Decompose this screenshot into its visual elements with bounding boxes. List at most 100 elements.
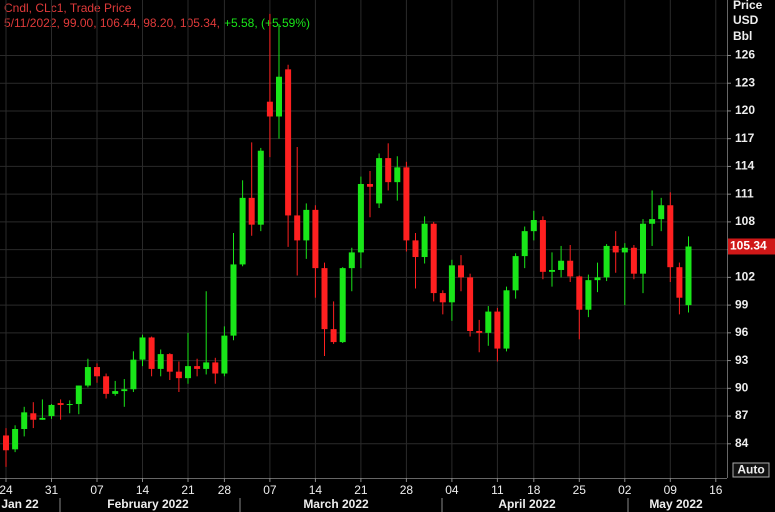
candle-body: [357, 183, 364, 253]
candle-body: [521, 231, 528, 257]
candle-body: [84, 367, 91, 386]
month-label: March 2022: [303, 497, 369, 511]
month-label: Jan 22: [1, 497, 39, 511]
y-tick-label: 90: [735, 380, 749, 394]
x-tick-label: 11: [491, 483, 504, 497]
candle-body: [467, 277, 474, 331]
candle-body: [485, 311, 492, 333]
axis-title: Price: [733, 0, 763, 12]
candle-body: [412, 240, 419, 258]
y-tick-label: 102: [735, 270, 755, 284]
candle-body: [103, 376, 110, 394]
candle-body: [567, 260, 574, 277]
candle-body: [367, 183, 373, 187]
y-tick-label: 117: [735, 131, 755, 145]
candle-body: [658, 205, 665, 220]
candle-body: [312, 209, 319, 269]
auto-button-label[interactable]: Auto: [737, 463, 764, 477]
x-tick-label: 04: [445, 483, 459, 497]
x-tick-label: 31: [45, 483, 59, 497]
candle-body: [148, 337, 155, 369]
month-label: May 2022: [649, 497, 703, 511]
candle-body: [403, 167, 410, 241]
candle-body: [321, 268, 328, 330]
candle-body: [458, 265, 464, 278]
candle-body: [330, 329, 337, 343]
candle-body: [57, 403, 64, 405]
y-tick-label: 108: [735, 214, 755, 228]
x-tick-label: 14: [136, 483, 150, 497]
candle-body: [576, 276, 583, 310]
candle-body: [339, 268, 346, 343]
x-tick-label: 02: [618, 483, 632, 497]
axis-title: USD: [733, 13, 759, 27]
x-tick-label: 14: [309, 483, 323, 497]
candle-body: [448, 265, 455, 303]
candle-body: [203, 362, 210, 369]
candle-body: [276, 76, 282, 117]
candle-body: [212, 362, 219, 374]
candle-body: [476, 330, 483, 333]
x-tick-label: 07: [263, 483, 277, 497]
candle-body: [175, 371, 182, 379]
candle-body: [221, 335, 228, 374]
candle-body: [75, 385, 82, 405]
candle-body: [394, 167, 401, 183]
candle-body: [630, 247, 637, 274]
y-tick-label: 84: [735, 436, 749, 450]
month-label: April 2022: [498, 497, 556, 511]
candle-body: [539, 220, 546, 272]
candle-body: [494, 311, 501, 349]
candle-body: [12, 428, 19, 450]
y-tick-label: 126: [735, 48, 755, 62]
candle-body: [257, 150, 264, 225]
candle-body: [385, 158, 392, 183]
candle-body: [621, 247, 628, 253]
candle-body: [667, 205, 674, 268]
auto-button[interactable]: [732, 462, 770, 478]
candle-body: [166, 354, 173, 372]
y-tick-label: 123: [735, 75, 755, 89]
candle-body: [157, 354, 164, 369]
x-tick-label: 16: [709, 483, 723, 497]
x-tick-label: 09: [664, 483, 678, 497]
candle-body: [185, 366, 191, 379]
y-tick-label: 96: [735, 325, 749, 339]
candle-body: [649, 219, 656, 224]
x-tick-label: 18: [527, 483, 541, 497]
candle-body: [248, 197, 255, 225]
last-price-tag: [728, 238, 775, 255]
candle-body: [348, 252, 355, 269]
candle-body: [130, 359, 137, 390]
candle-body: [285, 69, 292, 216]
candle-body: [612, 245, 619, 253]
candle-body: [239, 197, 246, 265]
header-line: 5/11/2022, 99.00, 106.44, 98.20, 105.34,: [4, 16, 220, 30]
y-tick-label: 120: [735, 103, 755, 117]
x-tick-label: 24: [0, 483, 13, 497]
candle-body: [430, 223, 437, 294]
candle-body: [512, 256, 519, 291]
x-tick-label: 21: [354, 483, 368, 497]
candle-body: [294, 215, 301, 241]
candle-body: [66, 404, 73, 406]
candle-body: [266, 101, 273, 117]
x-tick-label: 28: [218, 483, 232, 497]
candle-body: [21, 412, 28, 429]
candle-body: [194, 366, 201, 369]
candle-body: [112, 391, 119, 394]
candle-body: [376, 158, 383, 204]
y-tick-label: 111: [735, 186, 754, 200]
candle-body: [676, 267, 683, 298]
candle-body: [685, 246, 692, 306]
candle-body: [640, 223, 646, 274]
candle-body: [530, 220, 537, 232]
candle-body: [558, 260, 565, 270]
y-tick-label: 93: [735, 353, 749, 367]
x-tick-label: 07: [90, 483, 104, 497]
candle-body: [439, 293, 446, 303]
candle-body: [121, 389, 128, 392]
x-tick-label: 28: [400, 483, 414, 497]
